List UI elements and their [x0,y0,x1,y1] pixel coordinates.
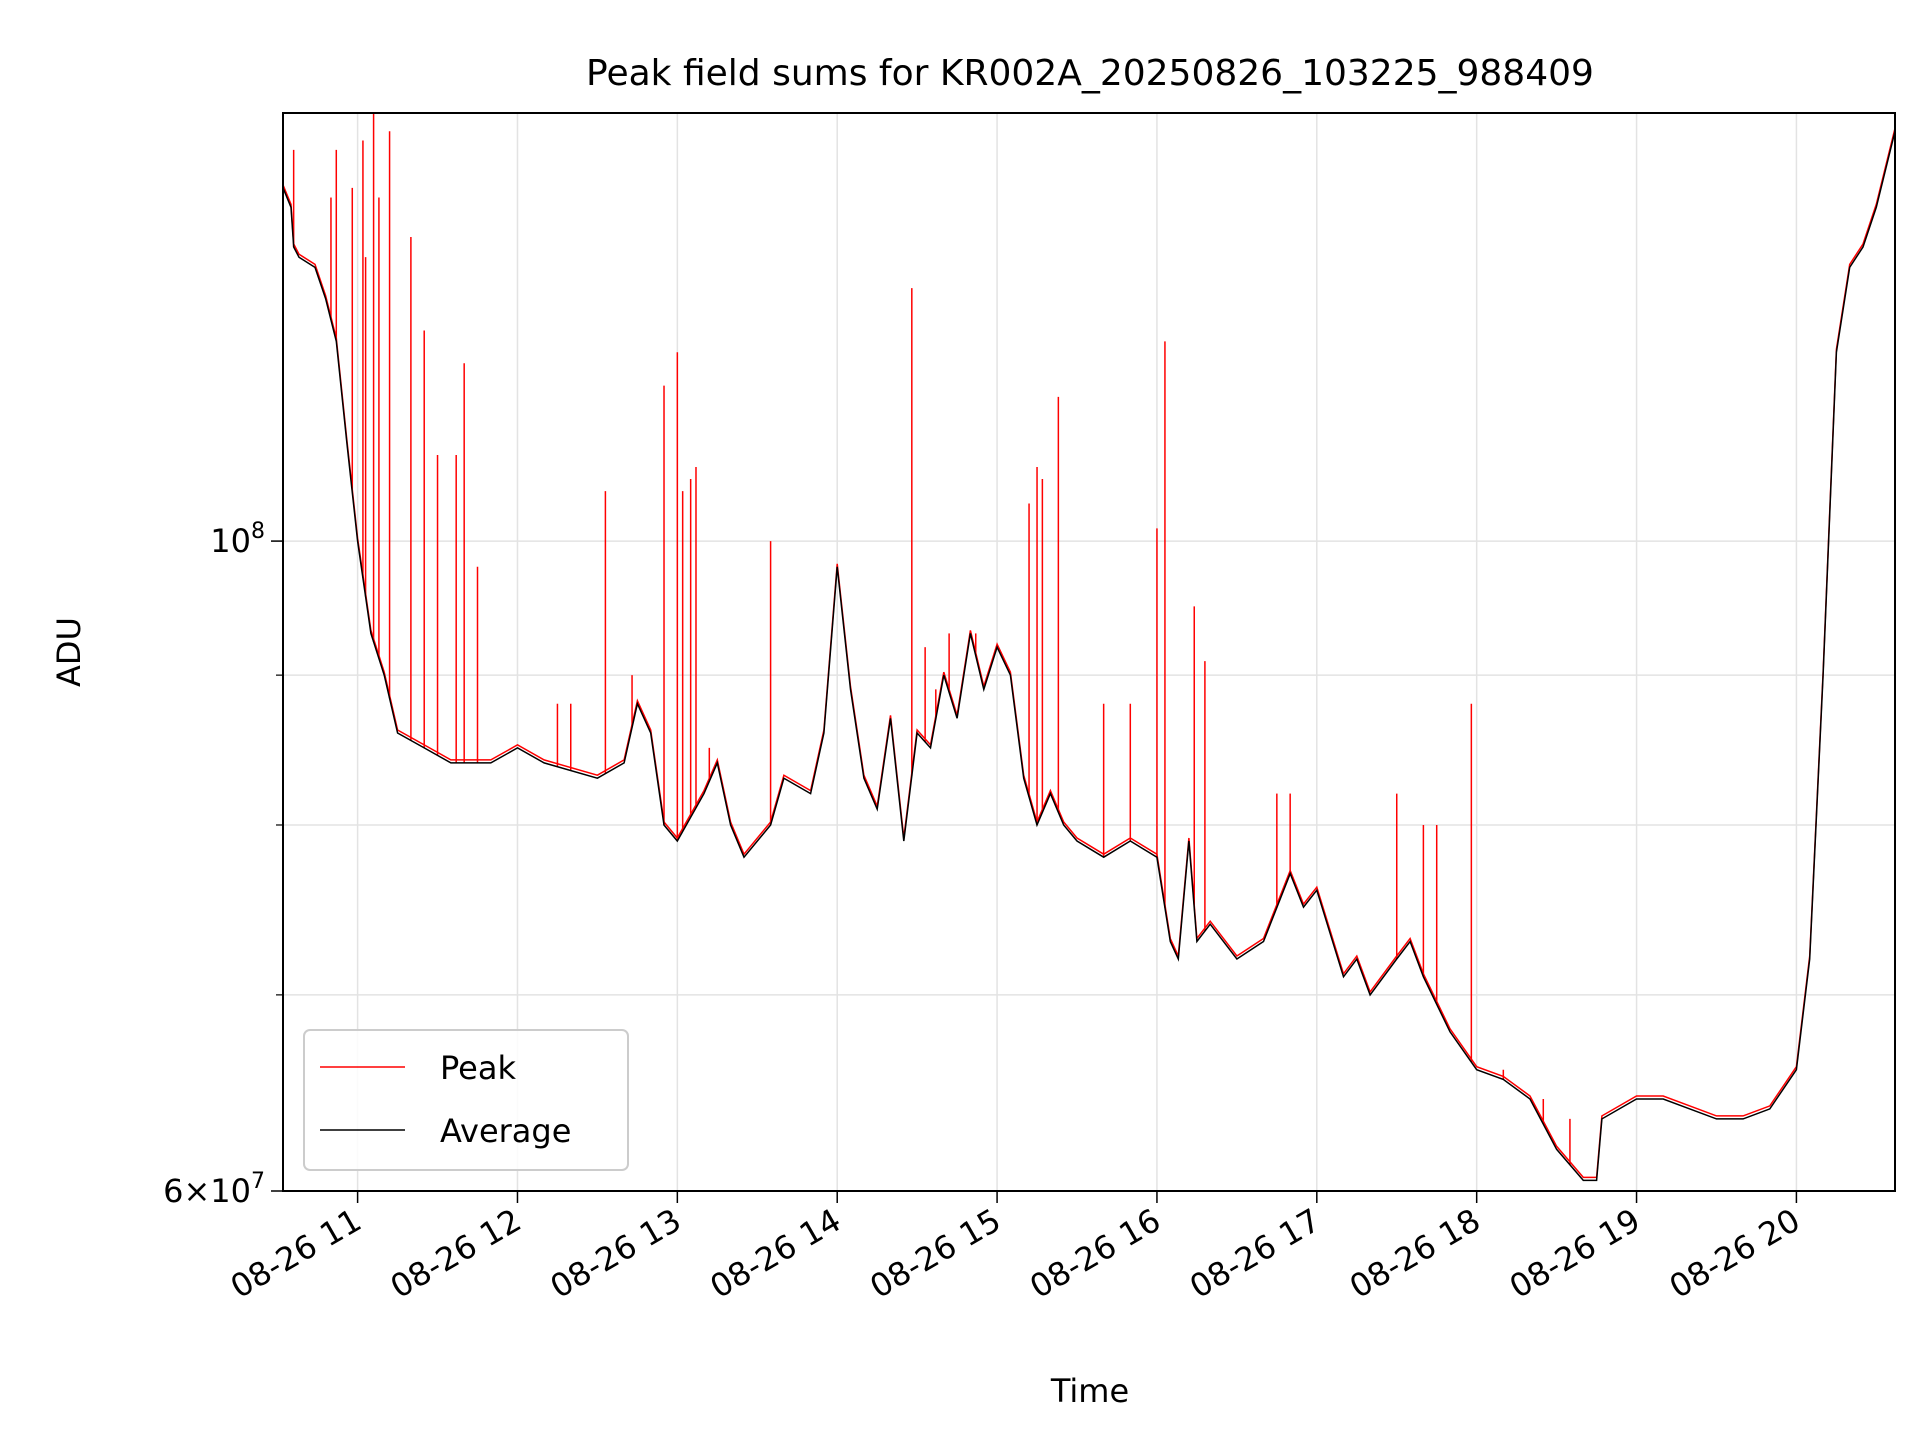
y-axis-label: ADU [50,617,88,687]
legend-box [303,1029,629,1171]
x-axis-label: Time [1050,1372,1129,1410]
y-tick-base: 10 [210,522,251,560]
y-tick-exponent: 8 [251,519,265,544]
y-tick-exponent: 7 [251,1169,265,1194]
legend-label-peak: Peak [440,1049,516,1087]
y-tick-base: 10 [210,1172,251,1210]
y-tick-times: × [183,1172,210,1210]
legend: Peak Average [303,1029,629,1171]
plot-frame [282,112,1896,1192]
y-tick-label: 108 [210,519,265,560]
chart-title: Peak field sums for KR002A_20250826_1032… [586,53,1594,94]
series-average [282,131,1896,1182]
y-tick-mantissa: 6 [163,1172,183,1210]
y-tick-label: 6×107 [163,1169,265,1210]
average-line [282,131,1896,1182]
legend-label-average: Average [440,1112,571,1150]
